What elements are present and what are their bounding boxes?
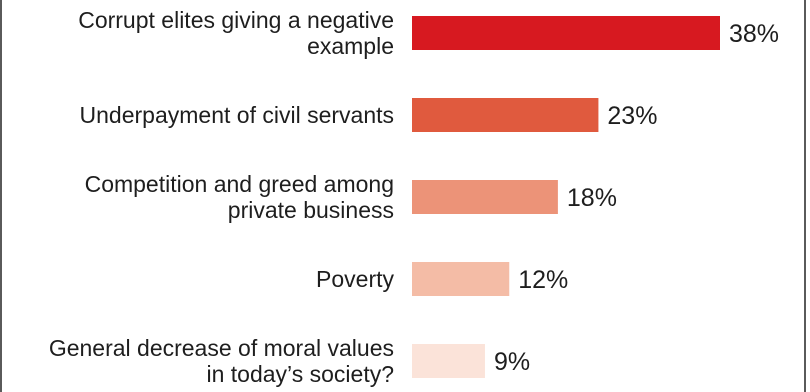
value-label-0: 38%	[729, 20, 779, 48]
value-label-3: 12%	[518, 266, 568, 294]
category-label-0: Corrupt elites giving a negative example	[78, 7, 394, 59]
bar-3	[412, 262, 510, 296]
value-label-2: 18%	[567, 184, 617, 212]
bar-1	[412, 98, 599, 132]
category-label-1: Underpayment of civil servants	[80, 102, 394, 128]
value-label-1: 23%	[607, 102, 657, 130]
category-label-2: Competition and greed among private busin…	[85, 171, 394, 223]
bar-2	[412, 180, 558, 214]
bar-4	[412, 344, 485, 378]
category-label-4: General decrease of moral values in today…	[49, 335, 394, 387]
value-label-4: 9%	[494, 348, 530, 376]
bar-0	[412, 16, 720, 50]
category-label-3: Poverty	[316, 266, 394, 292]
